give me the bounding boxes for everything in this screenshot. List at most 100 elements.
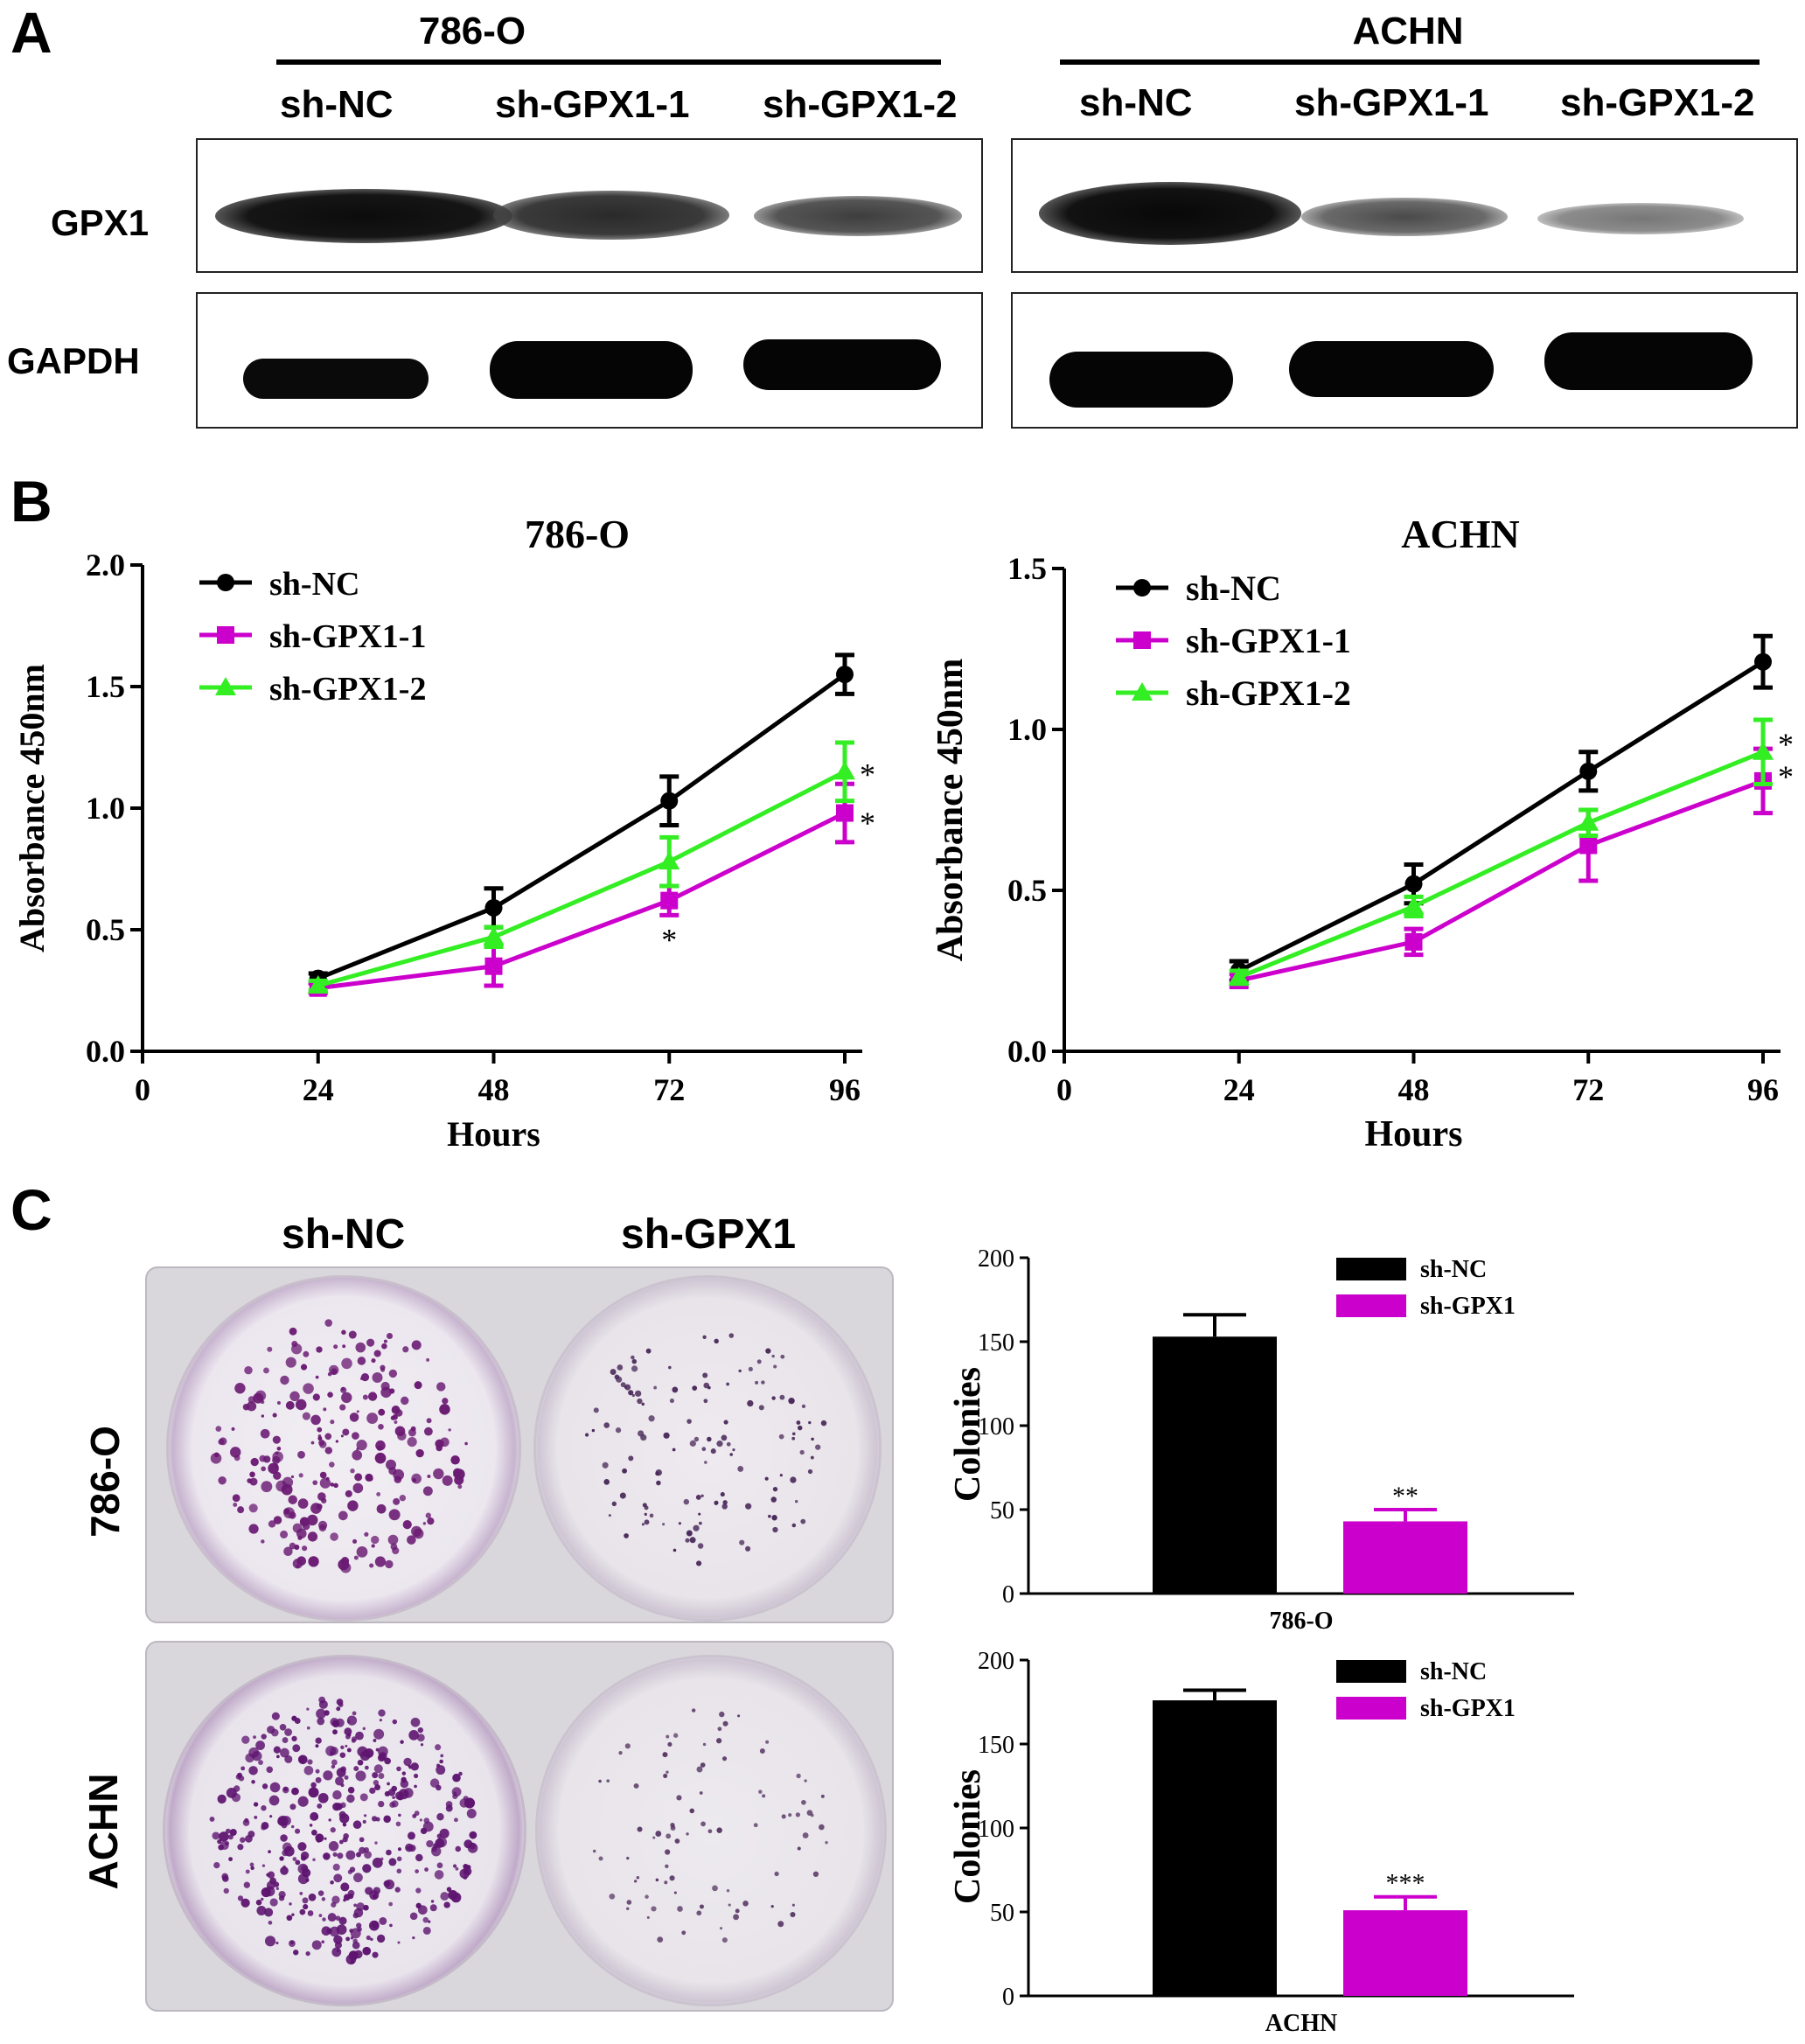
- colony-dot: [302, 1868, 311, 1878]
- colony-dot: [218, 1475, 226, 1485]
- growth-786o-x-tick-label: 48: [478, 1072, 510, 1107]
- colony-dot: [271, 1712, 280, 1720]
- colony-dot: [662, 1523, 666, 1526]
- colony-dot: [317, 1792, 329, 1803]
- colony-dot: [356, 1852, 361, 1858]
- colony-dot: [321, 1897, 326, 1901]
- colony-dot: [392, 1796, 395, 1799]
- colony-dot: [392, 1719, 398, 1725]
- colony-dot: [463, 1866, 472, 1876]
- colony-dot: [248, 1524, 259, 1534]
- growth-786o-data-point: [484, 957, 503, 975]
- colony-dot: [356, 1545, 368, 1558]
- colony-dot: [338, 1916, 347, 1925]
- colony-dot: [298, 1473, 303, 1478]
- lane-label-achn-sh-gpx1-2: sh-GPX1-2: [1560, 81, 1755, 124]
- colony-dot: [626, 1900, 632, 1905]
- colony-dot: [345, 1954, 357, 1965]
- colony-dot: [700, 1494, 704, 1497]
- colony-dot: [443, 1901, 450, 1908]
- colony-dot: [315, 1776, 322, 1783]
- colony-dot: [428, 1920, 431, 1923]
- colony-dot: [303, 1350, 310, 1357]
- colony-dot: [322, 1917, 326, 1922]
- colony-dot: [770, 1905, 774, 1908]
- colony-dot: [267, 1871, 275, 1879]
- colony-dot: [335, 1915, 341, 1921]
- colony-dot: [291, 1735, 297, 1742]
- colony-dot: [791, 1436, 796, 1441]
- colony-dot: [355, 1342, 366, 1353]
- colony-dot: [408, 1730, 420, 1741]
- colony-achn-y-tick-label: 50: [990, 1900, 1014, 1927]
- colony-dot: [327, 1392, 333, 1398]
- colony-dot: [364, 1851, 373, 1859]
- colony-dot: [331, 1368, 338, 1375]
- colony-dot: [631, 1393, 635, 1398]
- colony-dot: [315, 1375, 319, 1379]
- colony-dot: [442, 1398, 449, 1405]
- colony-dot: [801, 1404, 806, 1409]
- colony-dot: [686, 1530, 693, 1537]
- colony-dot: [285, 1400, 295, 1410]
- band: [1301, 198, 1508, 236]
- colony-dot: [791, 1432, 796, 1436]
- colony-dot: [697, 1543, 704, 1549]
- colony-dot: [378, 1709, 386, 1717]
- colony-dot: [745, 1503, 752, 1510]
- colony-dot: [237, 1844, 244, 1851]
- colony-dot: [249, 1477, 258, 1486]
- colony-dot: [305, 1951, 310, 1957]
- colony-dot: [261, 1734, 267, 1740]
- colony-dot: [756, 1359, 762, 1364]
- growth-achn-x-tick-label: 0: [1056, 1072, 1072, 1107]
- colony-dot: [366, 1338, 375, 1347]
- colony-dot: [248, 1503, 258, 1513]
- growth-786o-data-point: [836, 804, 854, 822]
- colony-dot: [790, 1911, 796, 1918]
- colony-dot: [336, 1924, 347, 1936]
- colony-dot: [400, 1740, 404, 1744]
- growth-achn-y-tick-label: 0.5: [1007, 873, 1047, 908]
- colony-dot: [391, 1800, 399, 1808]
- colony-dot: [330, 1827, 336, 1833]
- colony-dot: [364, 1765, 369, 1770]
- colony-dot: [436, 1444, 443, 1452]
- colony-dot: [401, 1396, 409, 1406]
- colony-dot: [347, 1786, 355, 1794]
- colony-dot: [251, 1780, 255, 1784]
- panel-b-letter: B: [10, 469, 52, 534]
- colony-dot: [324, 1319, 333, 1327]
- colony-dot: [231, 1793, 241, 1803]
- colony-dot: [333, 1873, 343, 1883]
- growth-786o-series-line-1: [317, 811, 847, 991]
- colony-dot: [349, 1866, 356, 1873]
- colony-dot: [427, 1517, 435, 1525]
- colony-dot: [689, 1808, 695, 1814]
- colony-dot: [311, 1940, 322, 1950]
- lane-label-786o-sh-gpx1-2: sh-GPX1-2: [763, 83, 958, 126]
- blot-achn-title-line: [1060, 59, 1760, 65]
- colony-dot: [672, 1448, 676, 1452]
- colony-dot: [764, 1476, 769, 1481]
- band: [1039, 182, 1301, 245]
- band: [1544, 332, 1753, 390]
- colony-dot: [352, 1482, 364, 1494]
- colony-dot: [353, 1908, 364, 1918]
- colony-dot: [294, 1718, 301, 1724]
- colony-786o-legend-swatch: [1336, 1294, 1406, 1317]
- colony-dot: [427, 1475, 431, 1479]
- colony-dot: [244, 1365, 253, 1375]
- colony-dot: [435, 1744, 442, 1751]
- colony-dot: [646, 1915, 650, 1919]
- colony-dot: [407, 1436, 417, 1448]
- growth-achn-significance-mark: *: [1778, 759, 1794, 794]
- colony-dot: [369, 1563, 374, 1568]
- colony-dot: [330, 1482, 335, 1487]
- colony-dot: [333, 1482, 338, 1489]
- colony-dot: [344, 1727, 352, 1736]
- colony-dot: [458, 1771, 463, 1776]
- colony-dot: [790, 1476, 797, 1483]
- colony-dot: [319, 1441, 327, 1448]
- colony-786o-y-tick-label: 100: [978, 1413, 1014, 1441]
